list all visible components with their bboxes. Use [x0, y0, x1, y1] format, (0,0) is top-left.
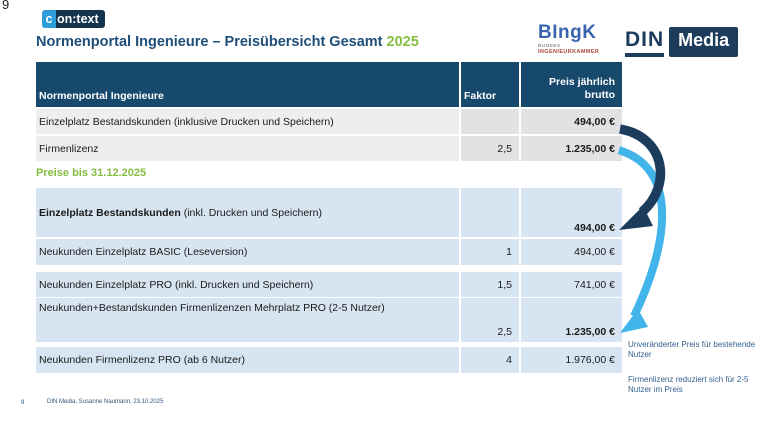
row-price: 1.976,00 €	[521, 347, 622, 373]
context-logo-rest: on:text	[56, 10, 105, 28]
page-title-year: 2025	[386, 34, 419, 50]
context-logo: c on:text	[42, 10, 105, 28]
row-price: 494,00 €	[521, 188, 622, 237]
table-row: Neukunden Einzelplatz BASIC (Leseversion…	[36, 239, 622, 265]
row-label: Neukunden Firmenlizenz PRO (ab 6 Nutzer)	[36, 347, 459, 373]
table-row: Neukunden+Bestandskunden Firmenlizenzen …	[36, 298, 622, 342]
context-logo-c: c	[42, 10, 56, 28]
pricing-table-until-2025: Einzelplatz Bestandskunden (inkl. Drucke…	[36, 188, 622, 373]
pricing-table-current: Normenportal Ingenieure Faktor Preis jäh…	[36, 62, 622, 163]
din-logo-underline	[625, 53, 665, 57]
page-title-text: Normenportal Ingenieure – Preisübersicht…	[36, 34, 383, 50]
din-logo-wordmark: DIN	[625, 28, 665, 51]
footer-credit: DIN Media, Susanne Naumann, 23.10.2025	[47, 399, 164, 405]
table-row: Einzelplatz Bestandskunden (inkl. Drucke…	[36, 188, 622, 237]
row-price: 494,00 €	[521, 239, 622, 265]
footer-page-number: 9	[21, 400, 25, 406]
row-price: 1.235,00 €	[521, 298, 622, 342]
page-title: Normenportal Ingenieure – Preisübersicht…	[36, 34, 419, 50]
din-media-logo: DIN Media	[625, 27, 739, 57]
header-price-column: Preis jährlich brutto	[521, 62, 622, 107]
price-arrow-dark	[618, 124, 666, 230]
row-label: Firmenlizenz	[36, 136, 459, 161]
row-price: 494,00 €	[521, 109, 622, 134]
table-header-row: Normenportal Ingenieure Faktor Preis jäh…	[36, 62, 622, 107]
row-factor: 4	[461, 347, 519, 373]
bingk-logo: BIngK BUNDES INGENIEURKAMMER	[538, 23, 599, 55]
table-row: Firmenlizenz 2,5 1.235,00 €	[36, 136, 622, 161]
din-logo: DIN	[625, 27, 665, 57]
row-price: 1.235,00 €	[521, 136, 622, 161]
row-label: Neukunden Einzelplatz BASIC (Leseversion…	[36, 239, 459, 265]
header-factor-column: Faktor	[461, 62, 519, 107]
row-factor	[461, 188, 519, 237]
row-factor: 1,5	[461, 272, 519, 297]
bingk-logo-ingenieurkammer: INGENIEURKAMMER	[538, 48, 600, 55]
row-label: Einzelplatz Bestandskunden (inklusive Dr…	[36, 109, 459, 134]
corner-page-number: 9	[2, 0, 10, 12]
row-factor: 2,5	[461, 136, 519, 161]
table-row: Neukunden Einzelplatz PRO (inkl. Drucken…	[36, 272, 622, 297]
bingk-logo-bundes: BUNDES	[538, 43, 561, 48]
header-product-column: Normenportal Ingenieure	[36, 62, 459, 107]
media-logo-box: Media	[669, 27, 739, 57]
annotation-unchanged-price: Unveränderter Preis für bestehende Nutze…	[628, 340, 756, 360]
table-row: Neukunden Firmenlizenz PRO (ab 6 Nutzer)…	[36, 347, 622, 373]
price-arrow-light	[617, 146, 666, 333]
row-factor	[461, 109, 519, 134]
row-price: 741,00 €	[521, 272, 622, 297]
bingk-logo-wordmark: BIngK	[538, 22, 597, 43]
row-label: Neukunden+Bestandskunden Firmenlizenzen …	[36, 298, 459, 342]
row-factor: 1	[461, 239, 519, 265]
section-date-label: Preise bis 31.12.2025	[36, 167, 147, 179]
table-row: Einzelplatz Bestandskunden (inklusive Dr…	[36, 109, 622, 134]
row-factor: 2,5	[461, 298, 519, 342]
annotation-reduced-price: Firmenlizenz reduziert sich für 2-5 Nutz…	[628, 375, 749, 395]
row-label: Neukunden Einzelplatz PRO (inkl. Drucken…	[36, 272, 459, 297]
row-label: Einzelplatz Bestandskunden (inkl. Drucke…	[36, 188, 459, 237]
